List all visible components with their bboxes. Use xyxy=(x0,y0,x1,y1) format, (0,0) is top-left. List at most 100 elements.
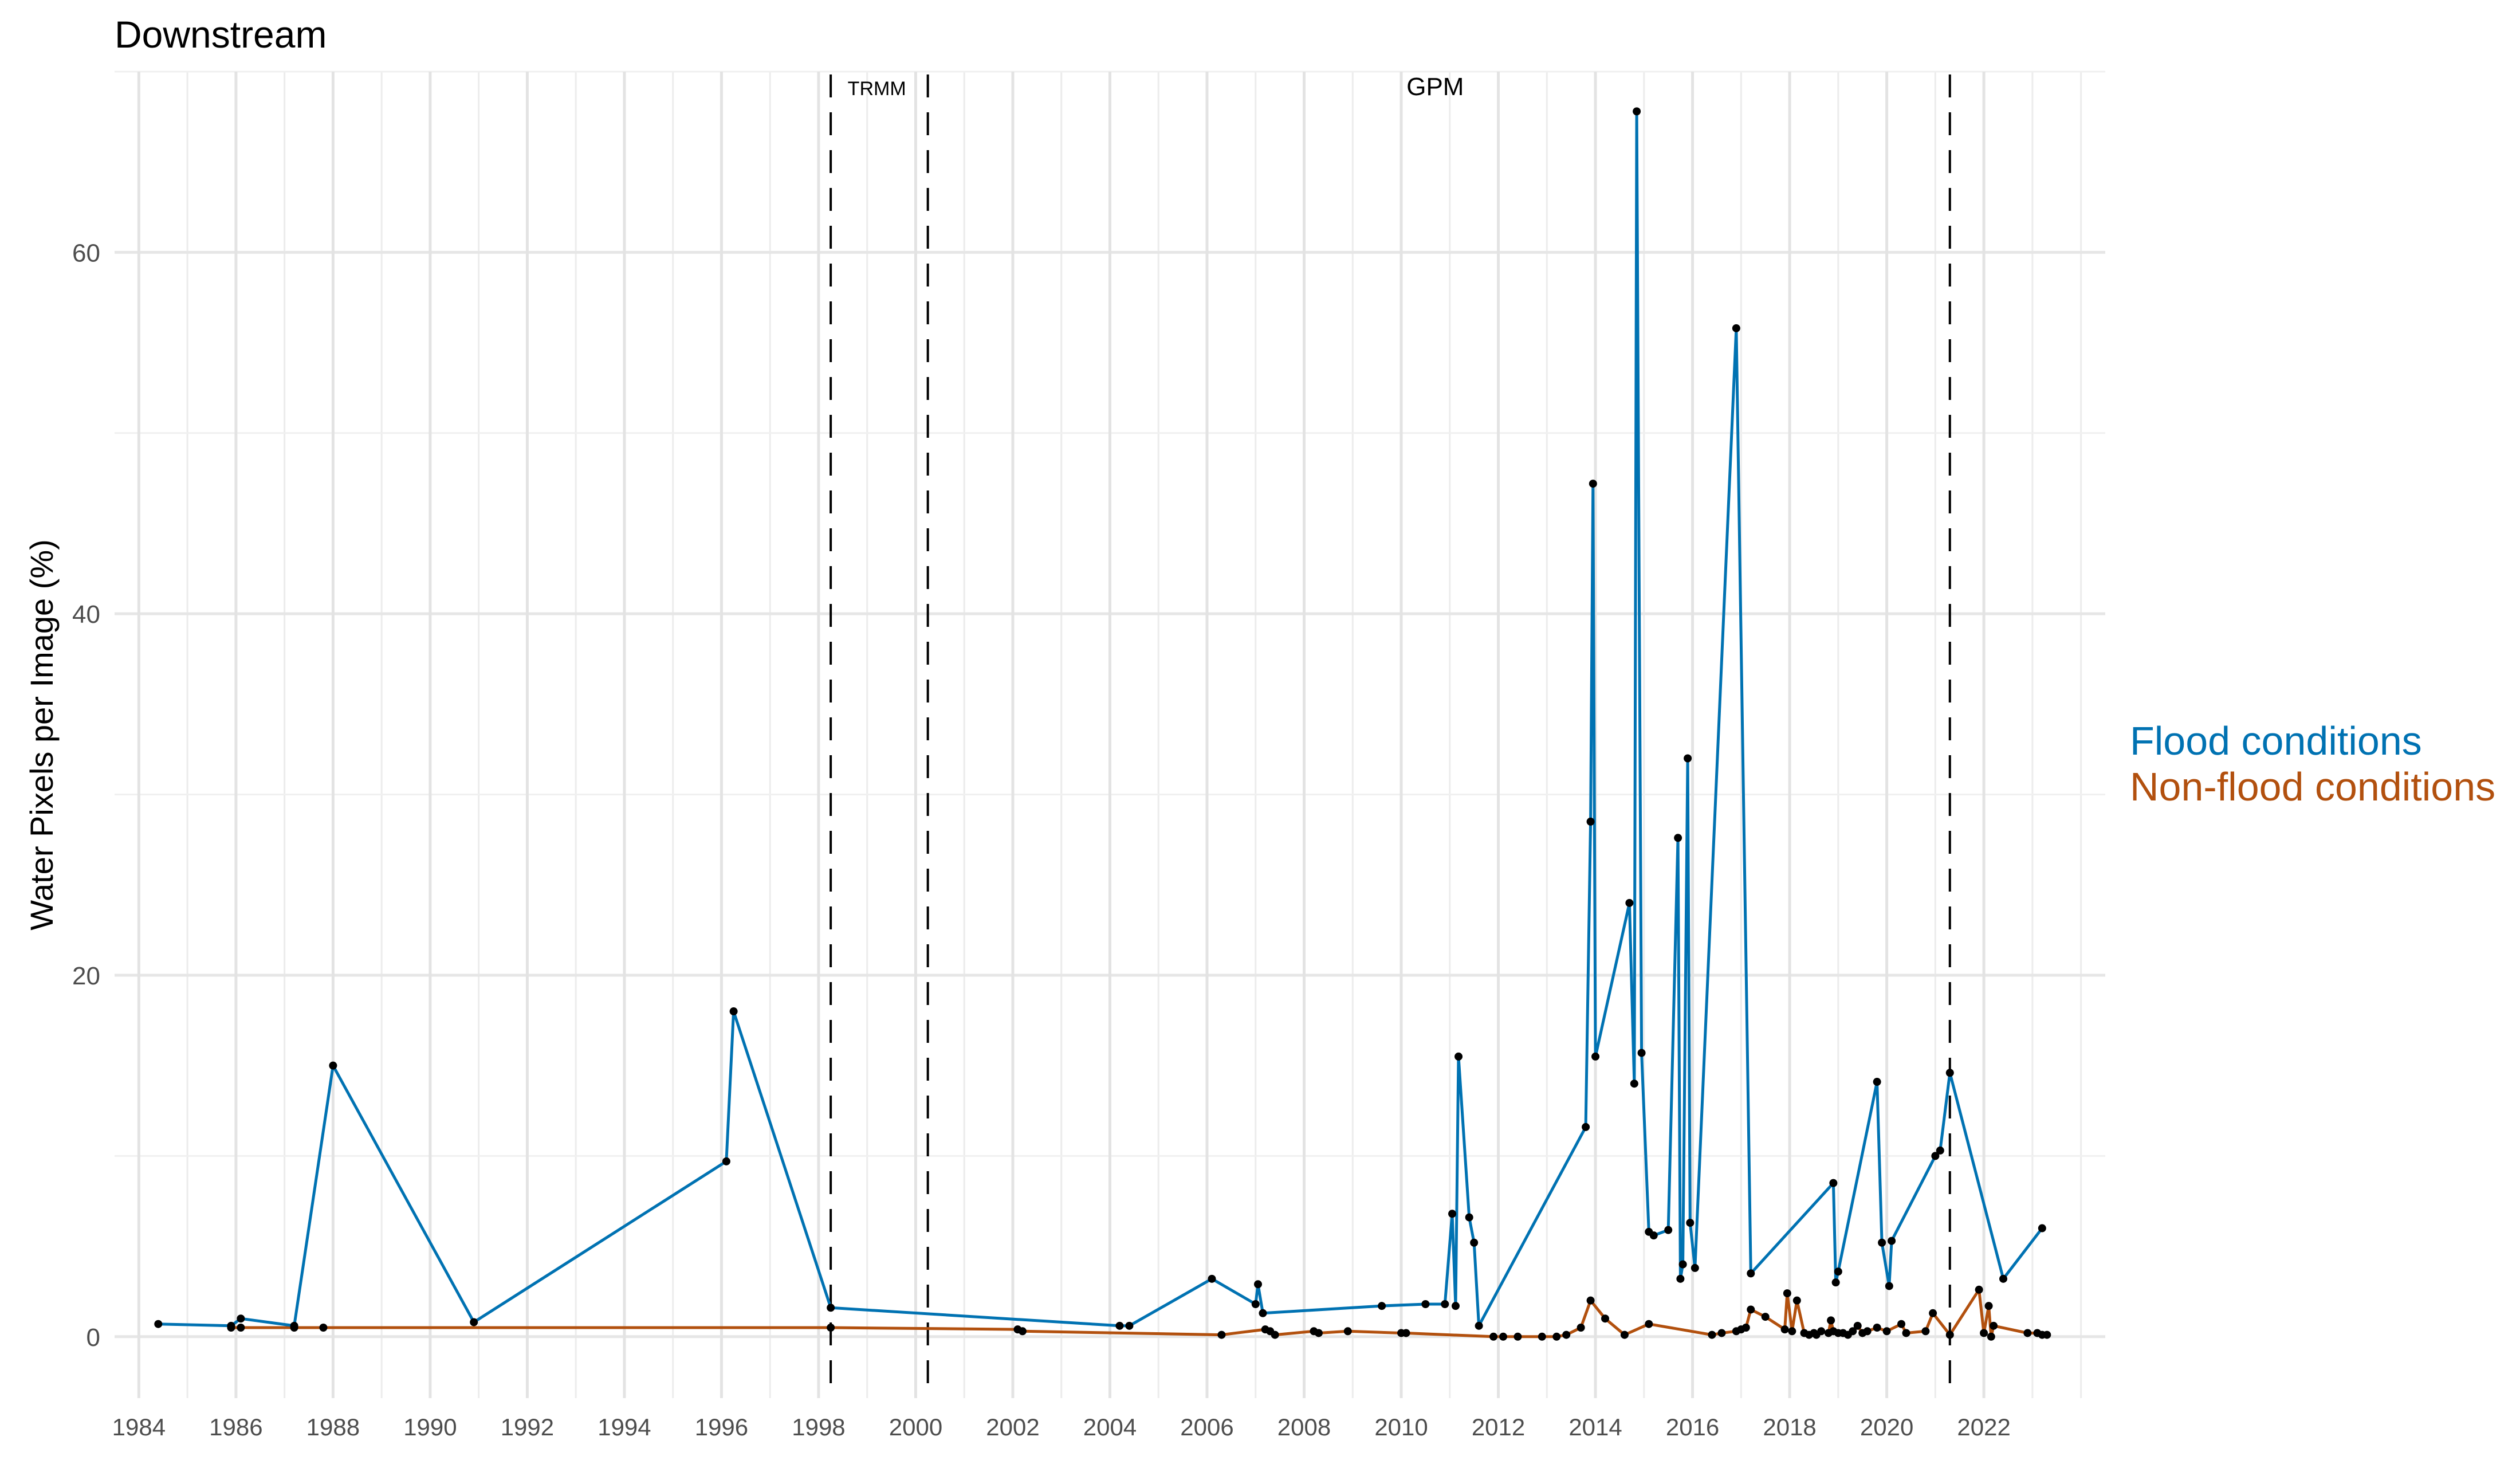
x-tick-label: 1986 xyxy=(209,1414,262,1440)
data-point-non-flood xyxy=(1980,1329,1988,1337)
data-point-flood xyxy=(1475,1321,1483,1330)
data-point-non-flood xyxy=(1897,1320,1906,1328)
x-tick-label: 2002 xyxy=(986,1414,1039,1440)
annotation-trmm: TRMM xyxy=(848,78,906,100)
legend-entry-flood: Flood conditions xyxy=(2130,719,2422,763)
data-point-flood xyxy=(1591,1052,1600,1061)
data-point-non-flood xyxy=(1827,1316,1835,1325)
data-point-flood xyxy=(1945,1069,1954,1077)
data-point-non-flood xyxy=(1975,1285,1983,1294)
data-point-non-flood xyxy=(1513,1332,1522,1341)
data-point-flood xyxy=(1633,107,1641,116)
x-tick-label: 2006 xyxy=(1180,1414,1233,1440)
data-point-flood xyxy=(154,1320,163,1328)
data-point-non-flood xyxy=(1620,1330,1629,1339)
y-tick-label: 60 xyxy=(72,239,100,267)
data-point-non-flood xyxy=(1562,1330,1571,1339)
data-point-non-flood xyxy=(1783,1289,1791,1298)
data-point-flood xyxy=(1251,1300,1260,1308)
x-tick-label: 1990 xyxy=(403,1414,457,1440)
data-point-non-flood xyxy=(1717,1329,1726,1337)
series-line-non-flood xyxy=(231,1288,2047,1339)
data-point-flood xyxy=(1259,1309,1267,1317)
data-point-flood xyxy=(1630,1080,1638,1088)
data-point-non-flood xyxy=(1538,1332,1546,1341)
y-tick-label: 40 xyxy=(72,600,100,629)
data-point-flood xyxy=(1421,1300,1430,1308)
data-point-flood xyxy=(1649,1231,1658,1240)
data-point-flood xyxy=(1732,324,1740,332)
data-point-non-flood xyxy=(1945,1330,1954,1339)
x-tick-label: 1984 xyxy=(112,1414,166,1440)
data-point-non-flood xyxy=(237,1323,245,1332)
data-point-flood xyxy=(1254,1280,1263,1289)
data-point-flood xyxy=(1441,1300,1449,1308)
data-point-non-flood xyxy=(1761,1313,1770,1321)
data-point-non-flood xyxy=(1902,1329,1910,1337)
data-point-non-flood xyxy=(1586,1296,1595,1305)
data-point-non-flood xyxy=(2023,1329,2032,1337)
x-tick-label: 2010 xyxy=(1374,1414,1428,1440)
x-tick-label: 2008 xyxy=(1277,1414,1331,1440)
data-point-flood xyxy=(1931,1152,1940,1160)
x-tick-label: 1992 xyxy=(501,1414,554,1440)
data-point-non-flood xyxy=(1853,1321,1862,1330)
data-point-non-flood xyxy=(1343,1327,1352,1336)
data-point-non-flood xyxy=(1780,1325,1789,1334)
data-point-non-flood xyxy=(1929,1309,1937,1317)
data-point-flood xyxy=(1999,1274,2008,1283)
data-point-flood xyxy=(1878,1238,1886,1247)
data-point-flood xyxy=(1586,817,1595,826)
data-point-non-flood xyxy=(1984,1302,1993,1310)
data-point-non-flood xyxy=(1577,1323,1585,1332)
data-point-non-flood xyxy=(1990,1321,1998,1330)
x-tick-label: 2016 xyxy=(1666,1414,1719,1440)
x-tick-label: 2004 xyxy=(1083,1414,1137,1440)
annotation-gpm: GPM xyxy=(1406,73,1464,101)
data-point-non-flood xyxy=(1873,1323,1881,1332)
data-point-flood xyxy=(1691,1263,1699,1272)
data-point-non-flood xyxy=(1402,1329,1410,1337)
data-point-flood xyxy=(1589,480,1597,488)
x-tick-label: 2018 xyxy=(1763,1414,1816,1440)
series-line-flood xyxy=(158,109,2043,1328)
data-point-flood xyxy=(1829,1179,1838,1187)
data-point-non-flood xyxy=(319,1323,328,1332)
data-point-flood xyxy=(1831,1278,1840,1287)
data-point-flood xyxy=(470,1318,478,1326)
data-point-flood xyxy=(1676,1274,1685,1283)
data-point-flood xyxy=(1873,1078,1881,1086)
data-point-non-flood xyxy=(1314,1329,1323,1337)
data-point-flood xyxy=(1582,1122,1590,1131)
data-point-flood xyxy=(1125,1321,1134,1330)
data-point-flood xyxy=(290,1321,298,1330)
data-point-non-flood xyxy=(1552,1332,1561,1341)
data-point-non-flood xyxy=(1792,1296,1801,1305)
data-point-non-flood xyxy=(1817,1327,1826,1336)
data-point-non-flood xyxy=(1788,1327,1796,1336)
data-point-flood xyxy=(1378,1302,1386,1310)
data-point-flood xyxy=(1637,1049,1646,1057)
x-tick-label: 1998 xyxy=(792,1414,845,1440)
x-tick-label: 1996 xyxy=(695,1414,748,1440)
data-point-non-flood xyxy=(2043,1330,2051,1339)
x-tick-label: 1988 xyxy=(306,1414,360,1440)
y-tick-label: 0 xyxy=(87,1324,100,1352)
data-point-flood xyxy=(2038,1224,2046,1233)
data-point-non-flood xyxy=(1708,1330,1716,1339)
data-point-flood xyxy=(1888,1237,1896,1245)
data-point-flood xyxy=(1664,1226,1673,1234)
y-tick-label: 20 xyxy=(72,962,100,990)
x-tick-label: 2000 xyxy=(889,1414,942,1440)
data-point-flood xyxy=(1448,1210,1457,1218)
data-point-flood xyxy=(722,1157,730,1165)
data-point-non-flood xyxy=(1921,1327,1930,1336)
data-point-non-flood xyxy=(1747,1305,1755,1314)
data-point-flood xyxy=(1451,1302,1460,1310)
data-point-non-flood xyxy=(1018,1327,1027,1336)
data-point-flood xyxy=(827,1304,835,1312)
data-point-flood xyxy=(1747,1269,1755,1278)
data-point-non-flood xyxy=(1217,1330,1226,1339)
data-point-non-flood xyxy=(1987,1332,1995,1341)
